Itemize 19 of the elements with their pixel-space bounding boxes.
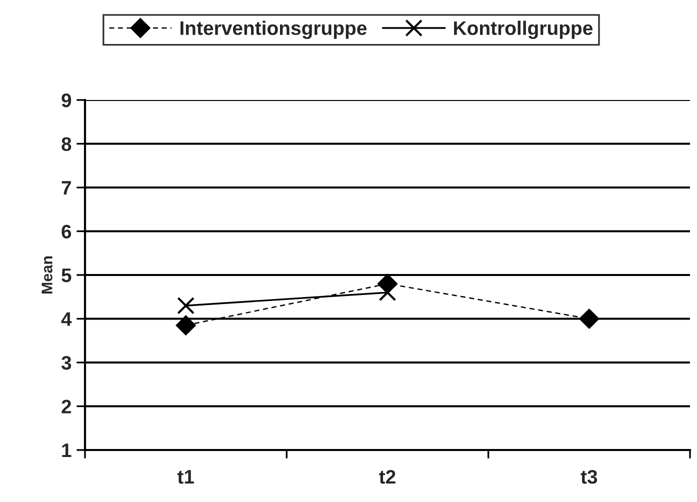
point bbox=[177, 296, 195, 314]
y-tick-label: 6 bbox=[62, 224, 72, 238]
y-tick-label: 4 bbox=[61, 312, 72, 326]
y-axis-title: Mean bbox=[42, 256, 52, 294]
point bbox=[176, 315, 196, 336]
legend-label: Kontrollgruppe bbox=[454, 20, 593, 39]
x-tick-label: t3 bbox=[580, 470, 598, 484]
point bbox=[378, 284, 396, 302]
y-tick-label: 3 bbox=[61, 356, 72, 370]
y-tick-label: 8 bbox=[62, 137, 72, 151]
y-tick-label: 2 bbox=[62, 400, 72, 414]
x-tick-label: t2 bbox=[379, 470, 396, 484]
y-tick-label: 5 bbox=[62, 268, 72, 282]
y-tick-label: 1 bbox=[62, 444, 72, 458]
point bbox=[579, 308, 600, 329]
y-tick-label: 9 bbox=[62, 93, 72, 108]
y-tick-label: 7 bbox=[62, 181, 71, 195]
legend-label: Interventionsgruppe bbox=[180, 20, 367, 39]
x-tick-label: t1 bbox=[177, 470, 194, 484]
